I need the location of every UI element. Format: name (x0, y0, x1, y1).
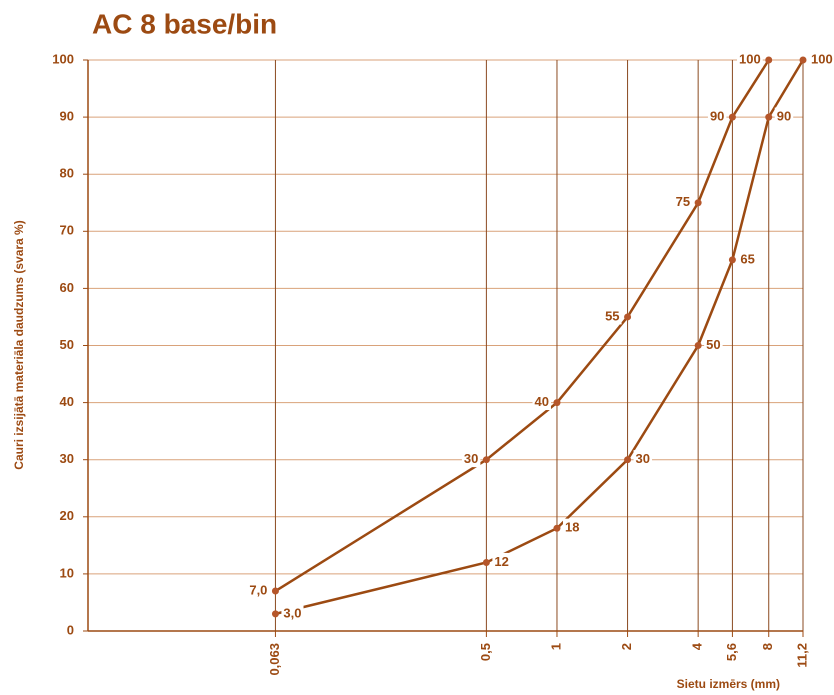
data-point (728, 256, 736, 264)
data-label: 7,0 (249, 582, 267, 597)
data-point (624, 313, 632, 321)
y-tick-label: 0 (67, 622, 74, 637)
y-tick-label: 20 (60, 508, 74, 523)
y-tick-label: 10 (60, 565, 74, 580)
x-tick-label: 8 (760, 643, 775, 650)
data-label: 90 (710, 109, 724, 124)
data-point (694, 199, 702, 207)
data-label-bg (562, 518, 582, 536)
data-label: 40 (535, 394, 549, 409)
data-label: 90 (777, 109, 791, 124)
data-label-bg (281, 604, 304, 622)
data-point (482, 456, 490, 464)
data-label-bg (492, 552, 511, 570)
data-label: 12 (494, 554, 508, 569)
data-label: 30 (464, 451, 478, 466)
data-label: 100 (811, 51, 833, 66)
data-label-bg (737, 50, 763, 68)
data-label: 55 (605, 308, 619, 323)
data-label-bg (707, 107, 727, 125)
data-point (765, 56, 773, 64)
x-tick-label: 1 (548, 643, 563, 650)
data-label-bg (774, 107, 794, 125)
x-tick-label: 4 (690, 642, 705, 650)
data-label: 75 (676, 194, 690, 209)
data-label: 3,0 (283, 605, 301, 620)
data-point (482, 558, 490, 566)
data-label: 18 (565, 520, 579, 535)
data-point (271, 610, 279, 618)
y-tick-label: 100 (52, 51, 74, 66)
data-label-bg (461, 450, 481, 468)
x-tick-label: 0,5 (478, 643, 493, 661)
x-axis-label: Sietu izmērs (mm) (677, 677, 780, 691)
y-tick-label: 90 (60, 109, 74, 124)
data-point (728, 113, 736, 121)
data-label: 100 (739, 51, 761, 66)
y-tick-label: 30 (60, 451, 74, 466)
series-line (274, 59, 770, 593)
data-label-bg (738, 250, 757, 268)
data-point (553, 399, 561, 407)
data-point (765, 113, 773, 121)
data-label: 65 (740, 251, 754, 266)
y-tick-label: 50 (60, 337, 74, 352)
x-tick-label: 5,6 (724, 643, 739, 661)
data-label-bg (603, 307, 622, 325)
data-point (694, 342, 702, 349)
data-label-bg (809, 50, 834, 68)
data-label: 30 (636, 451, 650, 466)
data-point (271, 587, 279, 595)
x-tick-label: 11,2 (794, 643, 809, 668)
data-label: 50 (706, 337, 720, 352)
data-point (624, 456, 632, 464)
chart-title: AC 8 base/bin (92, 8, 277, 39)
x-tick-label: 0,063 (267, 643, 282, 676)
y-tick-label: 70 (60, 223, 74, 238)
data-label-bg (247, 581, 270, 599)
data-point (553, 524, 561, 532)
data-point (799, 56, 807, 64)
y-axis-label: Cauri izsijātā materiāla daudzums (svara… (12, 220, 26, 469)
data-label-bg (532, 393, 551, 411)
data-label-bg (673, 193, 693, 211)
series-line (275, 59, 805, 616)
y-tick-label: 60 (60, 280, 74, 295)
data-label-bg (633, 450, 653, 468)
y-tick-label: 80 (60, 166, 74, 181)
data-label-bg (704, 335, 723, 353)
y-tick-label: 40 (60, 394, 74, 409)
x-tick-label: 2 (619, 643, 634, 650)
